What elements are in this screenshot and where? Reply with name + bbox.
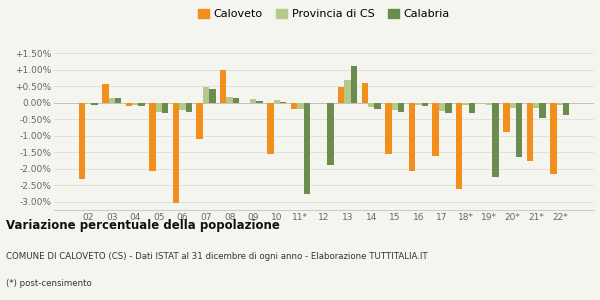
Bar bbox=[516, 103, 522, 157]
Bar bbox=[91, 103, 98, 105]
Bar bbox=[185, 103, 192, 112]
Bar bbox=[126, 103, 132, 106]
Bar bbox=[274, 100, 280, 103]
Bar bbox=[398, 103, 404, 112]
Bar bbox=[220, 70, 226, 103]
Bar bbox=[415, 103, 422, 105]
Bar bbox=[233, 98, 239, 103]
Bar bbox=[563, 103, 569, 115]
Bar bbox=[557, 103, 563, 105]
Bar bbox=[304, 103, 310, 194]
Bar bbox=[102, 84, 109, 103]
Bar bbox=[155, 103, 162, 112]
Bar bbox=[439, 103, 445, 111]
Bar bbox=[503, 103, 509, 132]
Bar bbox=[226, 97, 233, 103]
Bar bbox=[173, 103, 179, 203]
Bar bbox=[321, 103, 327, 104]
Text: COMUNE DI CALOVETO (CS) - Dati ISTAT al 31 dicembre di ogni anno - Elaborazione : COMUNE DI CALOVETO (CS) - Dati ISTAT al … bbox=[6, 252, 428, 261]
Bar bbox=[422, 103, 428, 106]
Bar bbox=[203, 87, 209, 103]
Bar bbox=[297, 103, 304, 109]
Legend: Caloveto, Provincia di CS, Calabria: Caloveto, Provincia di CS, Calabria bbox=[194, 4, 454, 24]
Bar bbox=[374, 103, 381, 109]
Bar bbox=[486, 103, 493, 105]
Bar bbox=[327, 103, 334, 165]
Bar bbox=[533, 103, 539, 108]
Bar bbox=[109, 98, 115, 103]
Bar bbox=[209, 89, 215, 103]
Bar bbox=[115, 98, 121, 103]
Bar bbox=[368, 103, 374, 107]
Bar bbox=[351, 66, 357, 103]
Bar bbox=[550, 103, 557, 174]
Bar bbox=[291, 103, 297, 109]
Bar bbox=[362, 83, 368, 103]
Bar bbox=[469, 103, 475, 112]
Bar bbox=[409, 103, 415, 171]
Bar bbox=[445, 103, 452, 112]
Bar bbox=[132, 103, 139, 105]
Bar bbox=[509, 103, 516, 108]
Bar bbox=[344, 80, 351, 103]
Text: Variazione percentuale della popolazione: Variazione percentuale della popolazione bbox=[6, 219, 280, 232]
Bar bbox=[79, 103, 85, 178]
Text: (*) post-censimento: (*) post-censimento bbox=[6, 279, 92, 288]
Bar bbox=[280, 102, 286, 103]
Bar bbox=[539, 103, 546, 118]
Bar bbox=[256, 101, 263, 103]
Bar bbox=[179, 103, 185, 110]
Bar bbox=[433, 103, 439, 155]
Bar bbox=[338, 87, 344, 103]
Bar bbox=[196, 103, 203, 139]
Bar bbox=[392, 103, 398, 110]
Bar bbox=[385, 103, 392, 154]
Bar bbox=[527, 103, 533, 160]
Bar bbox=[463, 103, 469, 105]
Bar bbox=[250, 99, 256, 103]
Bar bbox=[493, 103, 499, 177]
Bar bbox=[456, 103, 463, 188]
Bar bbox=[139, 103, 145, 106]
Bar bbox=[267, 103, 274, 154]
Bar bbox=[162, 103, 169, 112]
Bar bbox=[85, 103, 91, 104]
Bar bbox=[149, 103, 155, 171]
